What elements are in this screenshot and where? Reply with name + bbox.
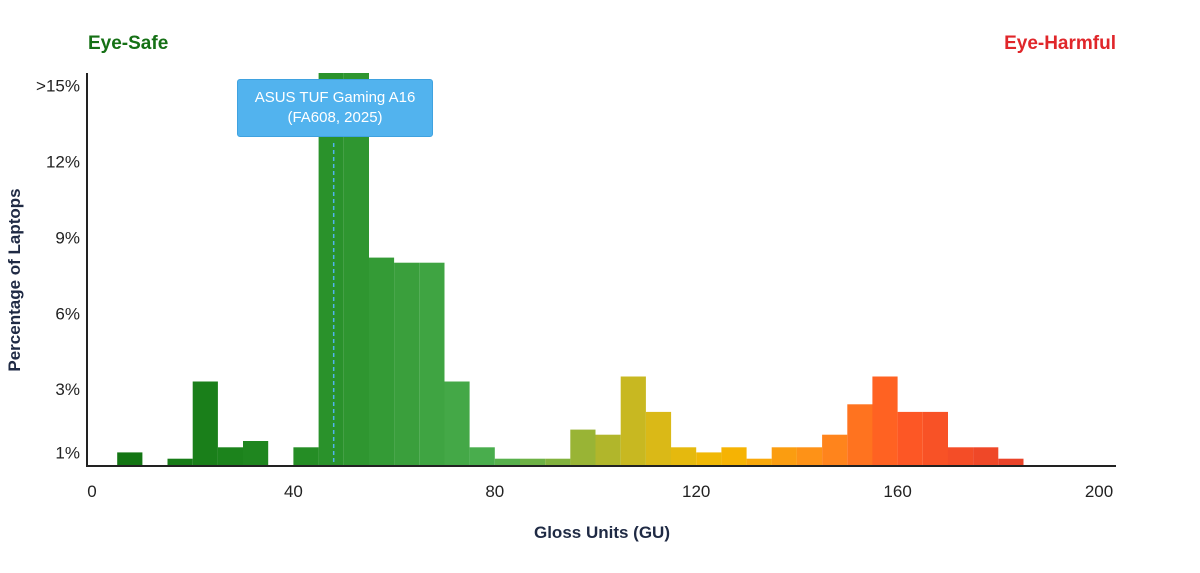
- y-axis-title: Percentage of Laptops: [5, 188, 24, 371]
- histogram-bar: [998, 458, 1024, 465]
- histogram-bar: [721, 447, 747, 465]
- histogram-bar: [771, 447, 797, 465]
- y-tick-label: >15%: [36, 77, 80, 96]
- y-tick-label: 9%: [55, 228, 80, 247]
- histogram-bar: [192, 381, 218, 465]
- histogram-bar: [494, 458, 520, 465]
- histogram-bar: [922, 411, 948, 465]
- x-tick-labels: 0 40 80 120 160 200: [87, 482, 1113, 501]
- x-tick-label: 160: [883, 482, 911, 501]
- histogram-bar: [243, 441, 269, 465]
- eye-harmful-label: Eye-Harmful: [1004, 33, 1116, 54]
- histogram-bar: [872, 376, 898, 465]
- histogram-bar: [318, 73, 344, 465]
- histogram-bar: [847, 404, 873, 465]
- histogram-bar: [469, 447, 495, 465]
- histogram-bar: [696, 452, 722, 465]
- histogram-bar: [545, 458, 571, 465]
- histogram-bar: [520, 458, 546, 465]
- histogram-bar: [167, 458, 193, 465]
- histogram-bar: [947, 447, 974, 465]
- histogram-bar: [343, 73, 369, 465]
- histogram-bar: [217, 447, 244, 465]
- histogram-bar: [419, 262, 445, 465]
- y-tick-labels: 1% 3% 6% 9% 12% >15%: [36, 77, 80, 463]
- x-axis-title: Gloss Units (GU): [534, 523, 670, 542]
- histogram-bar: [368, 257, 395, 465]
- histogram-bar: [570, 429, 596, 465]
- histogram-bar: [117, 452, 143, 465]
- x-tick-label: 0: [87, 482, 96, 501]
- annotation-line-2: (FA608, 2025): [287, 109, 383, 126]
- histogram-bar: [671, 447, 697, 465]
- y-tick-label: 6%: [55, 304, 80, 323]
- x-tick-label: 80: [485, 482, 504, 501]
- histogram-bars: [117, 73, 1024, 465]
- histogram-bar: [394, 262, 420, 465]
- histogram-bar: [645, 411, 672, 465]
- histogram-bar: [444, 381, 470, 465]
- histogram-bar: [620, 376, 646, 465]
- histogram-bar: [897, 411, 923, 465]
- histogram-bar: [746, 458, 772, 465]
- histogram-bar: [822, 434, 848, 465]
- x-tick-label: 120: [682, 482, 710, 501]
- y-tick-label: 3%: [55, 380, 80, 399]
- histogram-bar: [293, 447, 319, 465]
- y-tick-label: 12%: [46, 153, 80, 172]
- x-tick-label: 40: [284, 482, 303, 501]
- y-tick-label: 1%: [55, 443, 80, 462]
- histogram-bar: [796, 447, 823, 465]
- annotation-line-1: ASUS TUF Gaming A16: [254, 89, 416, 106]
- histogram-bar: [595, 434, 621, 465]
- eye-safe-label: Eye-Safe: [88, 33, 169, 54]
- x-tick-label: 200: [1085, 482, 1113, 501]
- histogram-bar: [973, 447, 999, 465]
- asus-tuf-annotation: ASUS TUF Gaming A16 (FA608, 2025): [237, 79, 433, 137]
